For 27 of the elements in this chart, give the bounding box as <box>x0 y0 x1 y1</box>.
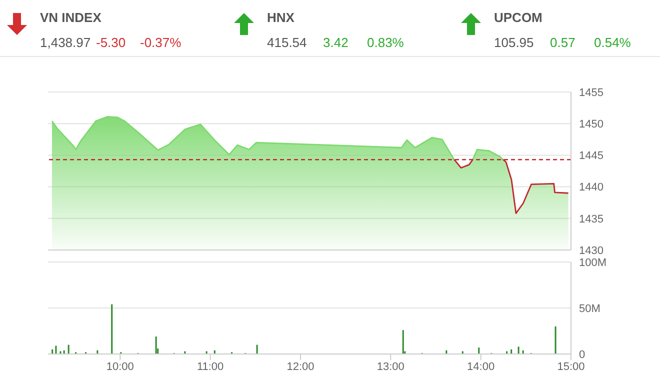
data-label: 0.57 <box>550 35 576 50</box>
x-tick-label: 14:00 <box>467 360 495 373</box>
data-label: -0.37% <box>140 35 182 50</box>
y-tick-label: 1445 <box>579 150 604 162</box>
x-tick-label: 12:00 <box>286 360 314 373</box>
category-label: UPCOM <box>494 10 542 25</box>
data-label: 105.95 <box>494 35 534 50</box>
x-tick-label: 13:00 <box>376 360 404 373</box>
data-label: -5.30 <box>96 35 126 50</box>
y-tick-label: 1435 <box>579 213 604 226</box>
y-tick-label: 100M <box>579 256 607 269</box>
category-label: HNX <box>267 10 294 25</box>
y-tick-label: 1450 <box>579 118 604 131</box>
data-label: 0.83% <box>367 35 404 50</box>
x-tick-label: 11:00 <box>196 360 224 373</box>
x-tick-label: 15:00 <box>557 360 585 373</box>
y-tick-label: 1440 <box>579 182 604 194</box>
x-tick-label: 10:00 <box>106 360 134 373</box>
y-tick-label: 1455 <box>579 86 604 99</box>
data-label: 1,438.97 <box>40 35 91 50</box>
data-label: 3.42 <box>323 35 348 50</box>
y-tick-label: 0 <box>579 348 586 361</box>
data-label: 0.54% <box>594 35 631 50</box>
y-tick-label: 50M <box>579 302 600 315</box>
data-label: 415.54 <box>267 35 307 50</box>
y-tick-label: 1430 <box>579 244 604 257</box>
category-label: VN INDEX <box>40 10 102 25</box>
